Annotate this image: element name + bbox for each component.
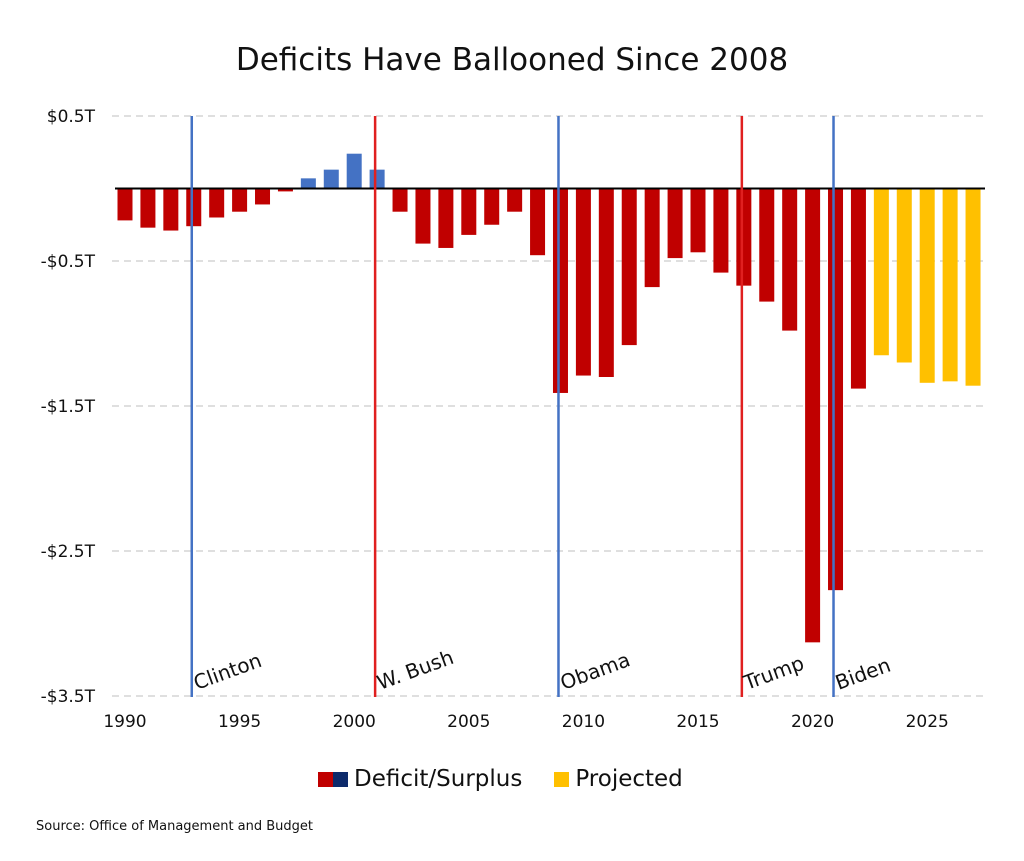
bar-1999	[323, 169, 339, 189]
bar-1995	[232, 188, 248, 212]
source-note: Source: Office of Management and Budget	[36, 819, 314, 834]
bar-2000	[346, 153, 362, 189]
president-label: Trump	[739, 651, 807, 695]
y-tick-label: -$0.5T	[41, 252, 96, 272]
legend-swatch-projected	[554, 771, 570, 787]
x-tick-label: 2025	[906, 712, 949, 732]
president-label: W. Bush	[374, 645, 457, 695]
bar-2018	[759, 188, 775, 302]
bar-2002	[392, 188, 408, 212]
bar-2001	[369, 169, 385, 189]
bar-2015	[690, 188, 706, 253]
bar-2021	[828, 188, 844, 591]
bar-2019	[782, 188, 798, 331]
bar-1998	[300, 178, 316, 189]
bar-1997	[277, 188, 293, 192]
bar-1990	[117, 188, 133, 221]
bar-2027	[965, 188, 981, 386]
bar-2004	[438, 188, 454, 248]
legend-swatch-deficit	[318, 771, 333, 787]
bar-2006	[484, 188, 500, 225]
bar-2013	[644, 188, 660, 288]
bar-2011	[598, 188, 614, 377]
bar-1993	[186, 188, 202, 227]
y-tick-label: $0.5T	[47, 107, 96, 127]
x-tick-label: 2020	[791, 712, 834, 732]
legend-label-deficit-surplus: Deficit/Surplus	[354, 766, 523, 792]
legend-label-projected: Projected	[575, 766, 683, 792]
bar-2022	[850, 188, 866, 389]
bar-2010	[575, 188, 591, 376]
bar-1992	[163, 188, 179, 231]
y-tick-label: -$2.5T	[41, 542, 96, 562]
x-tick-label: 2015	[676, 712, 719, 732]
bar-1991	[140, 188, 156, 228]
president-label: Biden	[832, 653, 894, 695]
bar-2012	[621, 188, 637, 346]
bar-1994	[209, 188, 225, 218]
bar-2007	[507, 188, 523, 212]
bar-2008	[530, 188, 546, 256]
legend-swatch-surplus	[333, 771, 348, 787]
y-tick-label: -$3.5T	[41, 687, 96, 707]
bar-2024	[896, 188, 912, 363]
bar-2023	[873, 188, 889, 356]
bar-2020	[805, 188, 821, 643]
president-label: Obama	[557, 647, 633, 694]
bar-1996	[255, 188, 271, 205]
x-tick-label: 2010	[562, 712, 605, 732]
bar-2026	[942, 188, 958, 382]
bar-2005	[461, 188, 477, 235]
president-label: Clinton	[190, 648, 264, 695]
bar-2017	[736, 188, 752, 286]
bar-2016	[713, 188, 729, 273]
bar-2009	[552, 188, 568, 393]
bar-2025	[919, 188, 935, 383]
legend: Deficit/Surplus Projected	[318, 766, 683, 792]
chart-title: Deficits Have Ballooned Since 2008	[235, 42, 789, 78]
bar-2003	[415, 188, 431, 244]
y-tick-label: -$1.5T	[41, 397, 96, 417]
x-tick-label: 1995	[218, 712, 261, 732]
x-tick-label: 1990	[103, 712, 146, 732]
x-tick-label: 2000	[333, 712, 376, 732]
bar-2014	[667, 188, 683, 259]
x-tick-label: 2005	[447, 712, 490, 732]
